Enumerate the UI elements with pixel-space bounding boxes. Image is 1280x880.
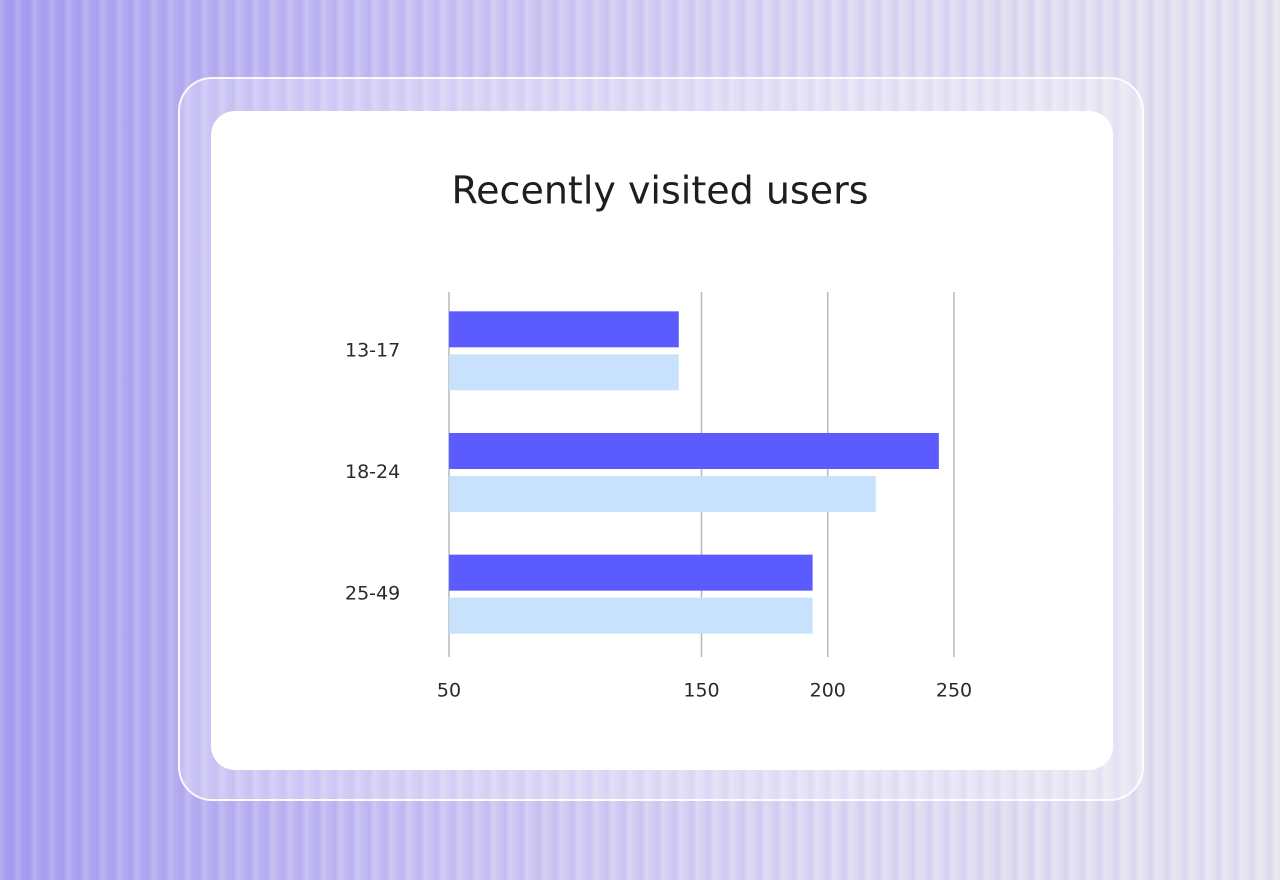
bar (449, 354, 679, 391)
bar (449, 476, 876, 512)
chart-title: Recently visited users (451, 169, 868, 213)
y-tick-label: 13-17 (345, 339, 400, 361)
bar (449, 433, 939, 469)
x-tick-label: 150 (683, 680, 719, 702)
bar (449, 554, 813, 591)
y-tick-label: 25-49 (345, 583, 400, 605)
x-tick-label: 50 (437, 680, 461, 702)
bar (449, 597, 813, 634)
x-tick-label: 250 (936, 680, 972, 702)
x-tick-label: 200 (810, 680, 846, 702)
y-tick-label: 18-24 (345, 461, 400, 483)
bar (449, 311, 679, 348)
